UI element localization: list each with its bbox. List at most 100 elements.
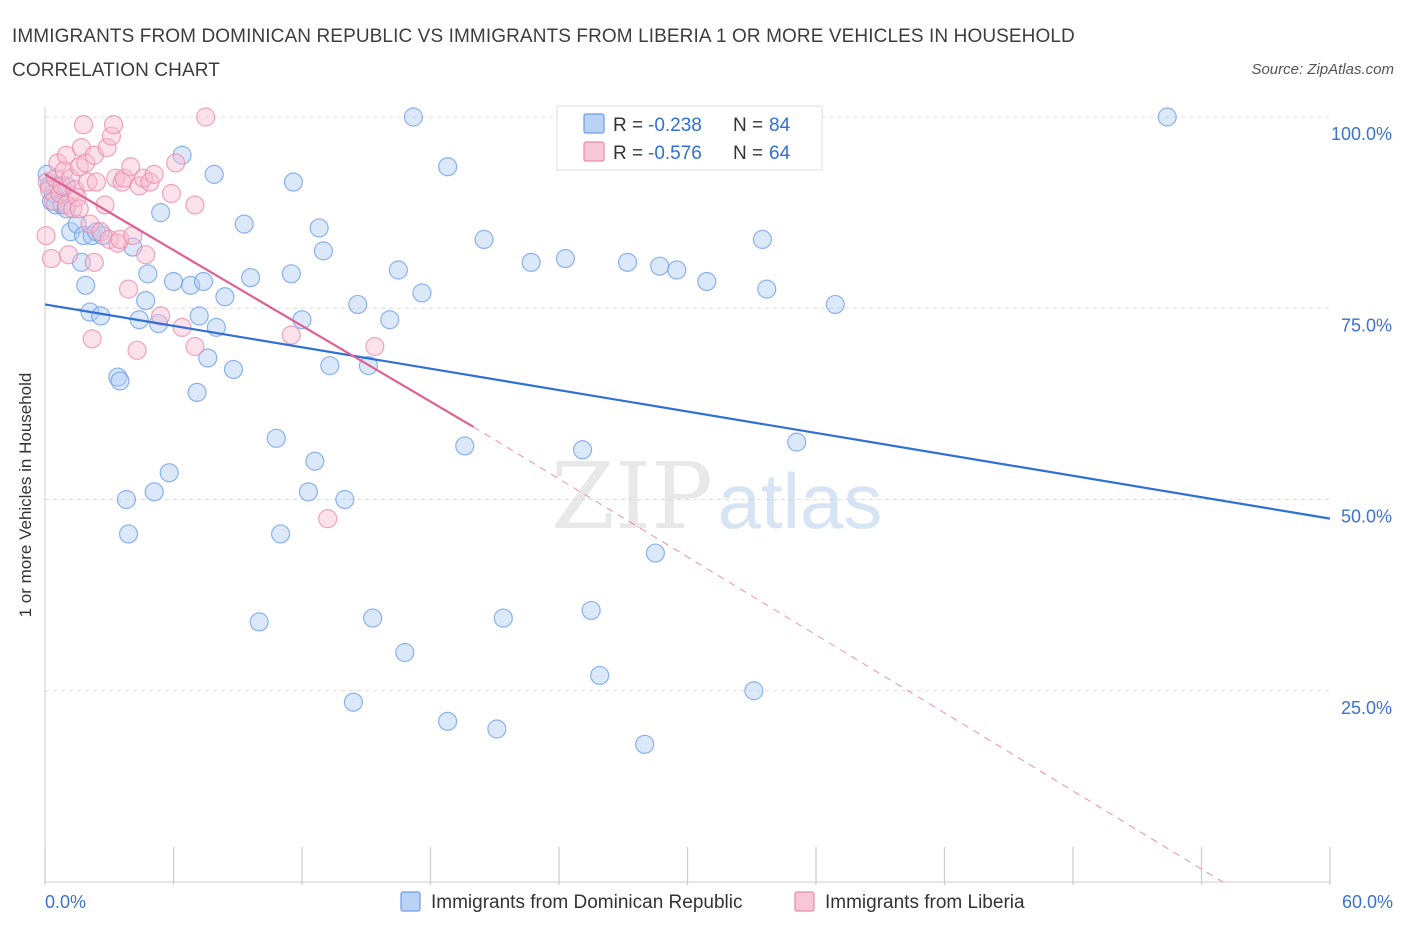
point-dominican — [281, 264, 301, 284]
point-dominican — [110, 371, 130, 391]
point-dominican — [363, 608, 383, 628]
point-dominican — [697, 271, 717, 292]
point-dominican — [138, 264, 158, 284]
point-dominican — [76, 275, 96, 295]
point-dominican — [395, 642, 415, 663]
point-liberia — [127, 340, 147, 360]
point-dominican — [493, 608, 513, 628]
point-liberia — [185, 336, 205, 357]
point-dominican — [266, 428, 286, 448]
point-dominican — [335, 489, 355, 510]
point-dominican — [403, 107, 423, 127]
stats-r-value-dominican: -0.238 — [648, 115, 702, 136]
point-dominican — [474, 229, 494, 249]
stats-r-value-liberia: -0.576 — [648, 143, 702, 164]
stats-n-label-liberia: N = — [733, 143, 763, 164]
point-dominican — [1157, 107, 1177, 127]
stats-r-label-dominican: R = — [613, 115, 643, 136]
point-dominican — [455, 436, 475, 456]
series-legend: Immigrants from Dominican Republic Immig… — [400, 891, 1025, 913]
point-liberia — [80, 214, 100, 234]
y-tick-label: 75.0% — [1341, 315, 1392, 335]
x-tick-label: 60.0% — [1342, 892, 1393, 912]
point-dominican — [645, 543, 665, 563]
source-label: Source: ZipAtlas.com — [1251, 61, 1394, 78]
point-liberia — [318, 509, 338, 529]
point-liberia — [110, 229, 130, 249]
point-dominican — [215, 287, 235, 307]
stats-r-label-liberia: R = — [613, 143, 643, 164]
y-tick-label: 25.0% — [1341, 698, 1392, 718]
point-dominican — [388, 260, 408, 280]
point-dominican — [555, 248, 576, 269]
point-liberia — [73, 115, 94, 135]
point-liberia — [67, 187, 87, 207]
point-liberia — [144, 164, 164, 184]
point-liberia — [63, 199, 83, 219]
point-liberia — [69, 199, 89, 219]
watermark-zip: ZIP — [551, 443, 713, 550]
point-dominican — [193, 271, 214, 292]
axes — [44, 107, 1331, 885]
point-dominican — [136, 291, 156, 311]
trend-line-liberia-extension — [473, 426, 1224, 883]
stats-swatch-dominican — [583, 113, 605, 134]
point-dominican — [159, 463, 179, 483]
trend-line-dominican — [44, 303, 1331, 520]
point-dominican — [667, 260, 687, 280]
watermark-atlas: atlas — [718, 457, 883, 545]
data-points — [36, 107, 1177, 754]
point-liberia — [365, 336, 385, 357]
point-dominican — [757, 279, 777, 299]
point-dominican — [270, 524, 291, 544]
point-dominican — [487, 719, 507, 739]
point-dominican — [204, 164, 224, 184]
point-dominican — [189, 306, 209, 326]
point-liberia — [281, 325, 301, 345]
point-liberia — [43, 191, 64, 211]
point-dominican — [438, 711, 458, 731]
point-liberia — [56, 145, 77, 165]
point-liberia — [166, 153, 186, 173]
point-dominican — [172, 145, 192, 165]
point-liberia — [41, 248, 62, 269]
point-dominican — [187, 382, 207, 402]
point-liberia — [97, 138, 117, 158]
tick-labels: 100.0% 75.0% 50.0% 25.0% 0.0% 60.0% — [45, 124, 1393, 912]
point-dominican — [151, 203, 171, 223]
point-dominican — [241, 268, 261, 288]
point-dominican — [309, 218, 329, 238]
point-dominican — [61, 222, 81, 242]
point-dominican — [320, 356, 340, 376]
point-liberia — [196, 107, 216, 127]
stats-swatch-liberia — [583, 141, 605, 162]
point-liberia — [103, 115, 124, 135]
point-liberia — [58, 245, 79, 265]
x-tick-label: 0.0% — [45, 892, 86, 912]
point-dominican — [144, 482, 164, 502]
stats-n-value-liberia: 64 — [769, 143, 791, 164]
point-dominican — [744, 681, 764, 701]
point-dominican — [635, 734, 655, 754]
point-dominican — [283, 172, 304, 192]
point-dominican — [650, 256, 670, 276]
point-dominican — [181, 275, 201, 295]
point-dominican — [163, 271, 184, 292]
point-dominican — [438, 157, 458, 177]
point-dominican — [305, 451, 325, 471]
point-liberia — [118, 279, 139, 299]
point-liberia — [136, 245, 156, 265]
point-liberia — [82, 329, 102, 349]
legend-swatch-liberia — [794, 891, 815, 912]
stats-legend: R = -0.238 N = 84 R = -0.576 N = 64 — [556, 105, 823, 171]
point-liberia — [121, 157, 141, 177]
point-dominican — [234, 214, 254, 234]
point-liberia — [54, 160, 74, 181]
point-dominican — [617, 252, 638, 272]
y-tick-label: 50.0% — [1341, 507, 1392, 527]
point-dominican — [787, 432, 807, 452]
point-dominican — [313, 241, 334, 261]
point-dominican — [91, 306, 111, 326]
stats-n-value-dominican: 84 — [769, 115, 791, 136]
